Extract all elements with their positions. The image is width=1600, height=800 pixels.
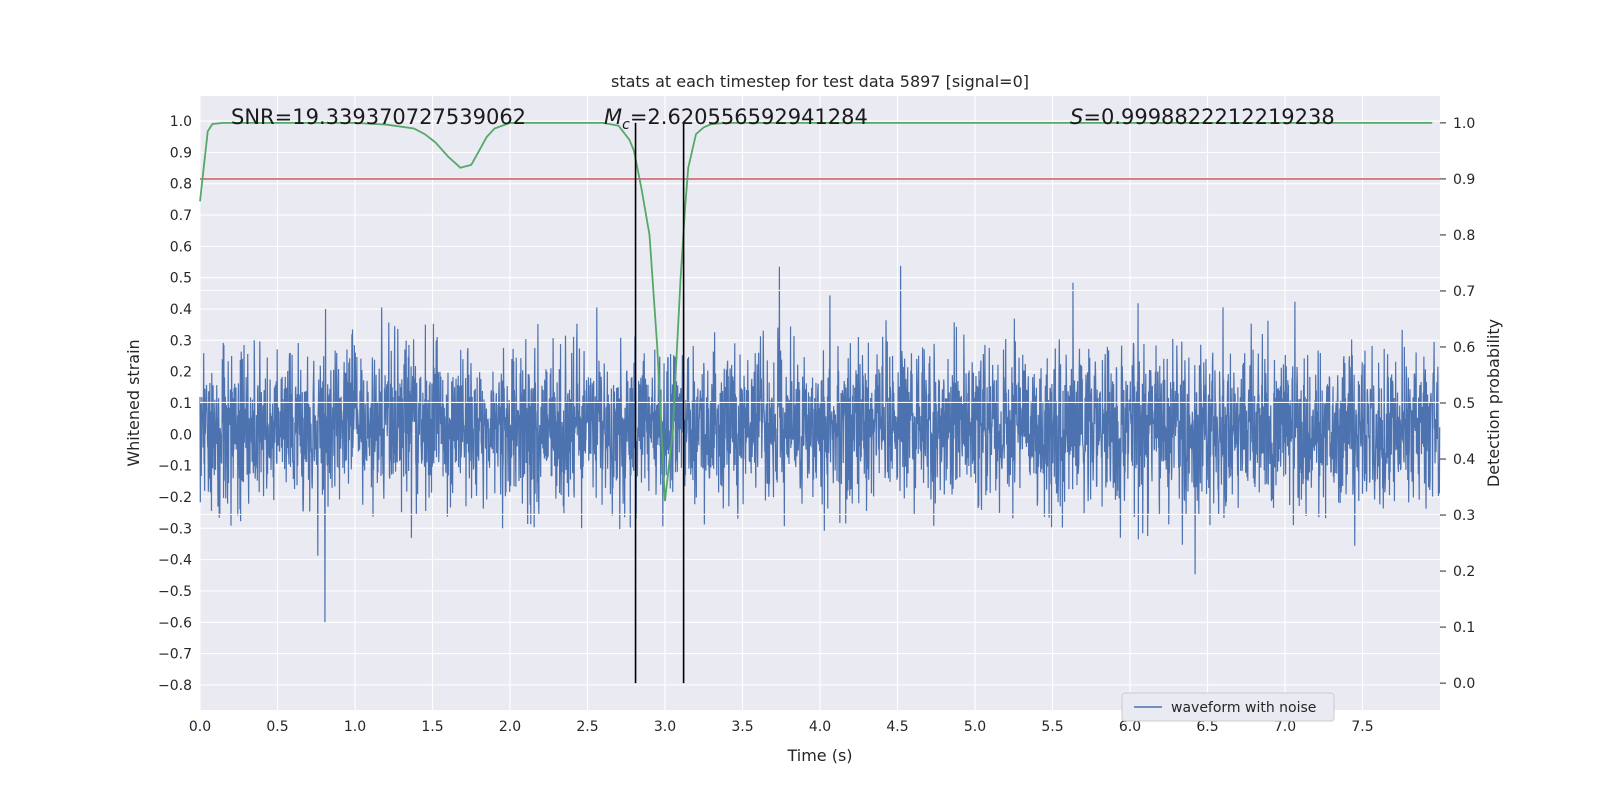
y2-tick-label: 0.8	[1453, 228, 1475, 244]
x-tick-label: 6.5	[1196, 719, 1218, 735]
legend-box	[1121, 692, 1335, 722]
x-tick-label: 1.5	[421, 719, 443, 735]
x-tick-label: 4.5	[886, 719, 908, 735]
s-symbol: S	[1070, 105, 1083, 129]
y-tick-label: 0.4	[170, 302, 192, 318]
y-tick-label: 0.0	[170, 427, 192, 443]
x-tick-label: 4.0	[809, 719, 831, 735]
s-value: =0.9998822212219238	[1083, 105, 1334, 129]
y-tick-label: 0.8	[170, 177, 192, 193]
y-tick-label: 0.9	[170, 145, 192, 161]
x-tick-label: 0.5	[266, 719, 288, 735]
y-tick-label: −0.5	[158, 584, 192, 600]
chirp-mass-annotation: Mc=2.620556592941284	[604, 105, 868, 133]
y2-tick-label: 0.5	[1453, 396, 1475, 412]
y-tick-label: 0.5	[170, 271, 192, 287]
legend-label: waveform with noise	[1171, 700, 1316, 716]
y-tick-label: 0.3	[170, 333, 192, 349]
y2-tick-label: 0.0	[1453, 676, 1475, 692]
chart-title: stats at each timestep for test data 589…	[611, 72, 1029, 91]
x-tick-label: 6.0	[1119, 719, 1141, 735]
waveform-with-noise-series	[199, 265, 1441, 623]
y-tick-label: −0.7	[158, 647, 192, 663]
y-tick-label: 0.7	[170, 208, 192, 224]
x-axis-label: Time (s)	[786, 746, 852, 765]
y-axis-left: −0.8 −0.7 −0.6 −0.5 −0.4 −0.3 −0.2 −0.1 0.0 0.1 0.…	[158, 114, 192, 694]
x-tick-label: 5.0	[964, 719, 986, 735]
y-tick-label: −0.4	[158, 553, 192, 569]
y-axis-right: 0.0 0.1 0.2 0.3 0.4 0.5 0.6 0.7 0.8 0.9 1.0	[1440, 116, 1475, 692]
x-tick-label: 2.0	[499, 719, 521, 735]
chirp-mass-value: =2.620556592941284	[630, 105, 868, 129]
y-tick-label: 0.2	[170, 365, 192, 381]
y2-axis-label: Detection probability	[1484, 319, 1503, 487]
snr-annotation: SNR=19.339370727539062	[231, 105, 526, 129]
x-tick-label: 7.5	[1351, 719, 1373, 735]
y2-tick-label: 0.9	[1453, 172, 1475, 188]
legend: waveform with noise	[1121, 692, 1335, 722]
y-axis-label: Whitened strain	[124, 339, 143, 466]
y2-tick-label: 1.0	[1453, 116, 1475, 132]
y2-tick-label: 0.4	[1453, 452, 1475, 468]
x-axis: 0.0 0.5 1.0 1.5 2.0 2.5 3.0 3.5 4.0 4.5 5.0 5.5 6.0 6…	[189, 719, 1374, 735]
y2-tick-label: 0.6	[1453, 340, 1475, 356]
waveform-with-noise-line	[199, 265, 1441, 623]
y-tick-label: 1.0	[170, 114, 192, 130]
x-tick-label: 5.5	[1041, 719, 1063, 735]
overlay-layer	[199, 121, 1440, 684]
x-tick-label: 2.5	[576, 719, 598, 735]
x-tick-label: 7.0	[1274, 719, 1296, 735]
x-tick-label: 3.5	[731, 719, 753, 735]
x-tick-label: 0.0	[189, 719, 211, 735]
y2-tick-label: 0.3	[1453, 508, 1475, 524]
y-tick-label: 0.6	[170, 239, 192, 255]
y2-tick-label: 0.7	[1453, 284, 1475, 300]
chirp-mass-symbol: M	[604, 105, 622, 129]
y-tick-label: −0.1	[158, 459, 192, 475]
grid	[199, 96, 1440, 710]
y-tick-label: 0.1	[170, 396, 192, 412]
y-tick-label: −0.2	[158, 490, 192, 506]
y-tick-label: −0.3	[158, 521, 192, 537]
y-tick-label: −0.8	[158, 678, 192, 694]
chirp-mass-subscript: c	[622, 117, 630, 133]
x-tick-label: 3.0	[654, 719, 676, 735]
y2-tick-label: 0.1	[1453, 620, 1475, 636]
detection-probability-line	[199, 121, 1433, 502]
s-annotation: S=0.9998822212219238	[1070, 105, 1335, 129]
y2-tick-label: 0.2	[1453, 564, 1475, 580]
x-tick-label: 1.0	[344, 719, 366, 735]
y-tick-label: −0.6	[158, 615, 192, 631]
